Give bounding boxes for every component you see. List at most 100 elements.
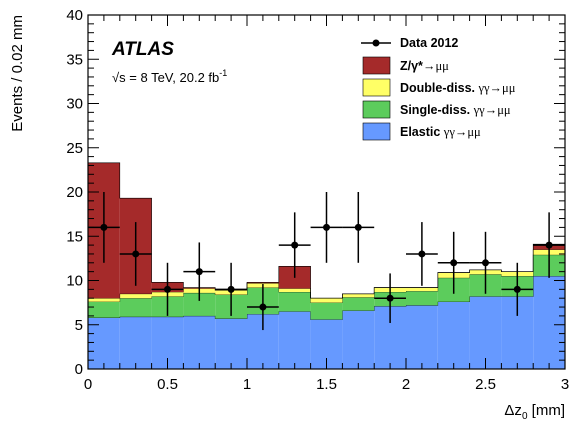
bar-elastic-3: [183, 315, 216, 369]
bar-elastic-14: [533, 276, 565, 369]
legend-elastic-label: Elastic γγ→μμ: [400, 125, 481, 139]
data-point: [310, 192, 343, 263]
data-marker: [545, 241, 553, 249]
legend-double-diss-label: Double-diss. γγ→μμ: [400, 81, 516, 95]
bar-elastic-6: [278, 311, 311, 369]
data-point: [88, 192, 120, 263]
y-axis-title: Events / 0.02 mm: [9, 15, 26, 132]
x-tick-label: 0: [84, 376, 92, 393]
data-point: [342, 192, 375, 263]
bar-elastic-1: [119, 316, 152, 369]
axis-ticks: [87, 14, 566, 370]
legend-item-single-diss: Single-diss. γγ→μμ: [362, 100, 511, 119]
legend-single-diss-label: Single-diss. γγ→μμ: [400, 103, 511, 117]
legend: Data 2012 Z/γ*→μμ Double-diss. γγ→μμ Sin…: [361, 36, 516, 141]
bar-single-diss-6: [278, 292, 311, 312]
data-marker: [482, 259, 489, 267]
legend-data-marker: [372, 39, 380, 47]
data-point: [374, 273, 406, 323]
y-tick-label: 30: [66, 96, 83, 113]
legend-item-zgamma: Z/γ*→μμ: [362, 56, 449, 75]
x-tick-label: 2: [402, 376, 410, 393]
data-point: [119, 222, 152, 286]
data-marker: [386, 294, 394, 302]
legend-item-double-diss: Double-diss. γγ→μμ: [362, 78, 516, 97]
data-point: [501, 262, 534, 316]
data-points: [88, 192, 565, 331]
legend-item-data: Data 2012: [361, 36, 458, 50]
x-axis-title-subscript: 0: [522, 411, 528, 420]
data-marker: [195, 268, 203, 276]
data-marker: [323, 223, 330, 231]
legend-zgamma-label: Z/γ*→μμ: [400, 59, 449, 73]
data-marker: [418, 250, 426, 258]
x-tick-label: 0.5: [157, 376, 178, 393]
data-point: [247, 284, 279, 331]
data-marker: [227, 285, 235, 293]
bar-elastic-4: [215, 318, 247, 369]
legend-zgamma-swatch: [362, 56, 391, 75]
y-tick-label: 5: [75, 317, 83, 334]
data-point: [437, 231, 470, 294]
legend-double-diss-swatch: [362, 78, 391, 97]
y-tick-label: 10: [66, 273, 83, 290]
x-tick-label: 1.5: [316, 376, 337, 393]
bar-single-diss-3: [183, 292, 216, 316]
data-marker: [132, 250, 140, 258]
data-point: [215, 262, 247, 316]
data-marker: [100, 223, 108, 231]
data-marker: [164, 285, 171, 293]
y-tick-label: 15: [66, 228, 83, 245]
data-point: [533, 212, 565, 278]
bar-elastic-12: [469, 296, 502, 369]
bar-single-diss-10: [406, 291, 438, 306]
data-point: [151, 262, 184, 316]
bar-double-diss-10: [406, 287, 438, 292]
bar-single-diss-1: [119, 298, 152, 317]
bar-elastic-10: [406, 305, 438, 369]
y-tick-label: 0: [75, 361, 83, 378]
luminosity-label: = 8 TeV, 20.2 fb: [126, 70, 220, 85]
data-point: [406, 222, 438, 286]
bar-elastic-8: [342, 310, 375, 369]
data-marker: [259, 303, 267, 311]
legend-single-diss-swatch: [362, 100, 391, 119]
bar-double-diss-7: [310, 298, 343, 303]
bar-double-diss-0: [88, 298, 120, 302]
y-tick-label: 25: [66, 140, 83, 157]
x-tick-label: 1: [243, 376, 251, 393]
data-marker: [513, 285, 521, 293]
bar-single-diss-7: [310, 302, 343, 320]
energy-luminosity-label: √s = 8 TeV, 20.2 fb-1: [112, 68, 227, 85]
x-tick-label: 2.5: [475, 376, 496, 393]
data-marker: [450, 259, 458, 267]
experiment-label: ATLAS: [111, 39, 174, 60]
x-axis-title: Δz0 [mm]: [504, 402, 565, 420]
energy-label: √s: [112, 70, 126, 85]
bar-double-diss-1: [119, 293, 152, 299]
data-point: [469, 231, 502, 294]
legend-data-label: Data 2012: [400, 36, 458, 50]
bar-z-5: [247, 282, 279, 284]
x-axis-title-unit: [mm]: [528, 402, 566, 419]
data-point: [278, 212, 311, 278]
bar-elastic-0: [88, 317, 120, 369]
bar-double-diss-8: [342, 293, 375, 298]
luminosity-exponent: -1: [219, 68, 227, 78]
y-tick-label: 40: [66, 7, 83, 24]
bar-single-diss-8: [342, 297, 375, 311]
data-point: [183, 242, 216, 301]
x-axis-title-main: Δz: [504, 402, 522, 419]
bar-double-diss-6: [278, 288, 311, 293]
outline-z: [88, 162, 565, 299]
legend-elastic-swatch: [362, 122, 391, 141]
data-marker: [354, 223, 362, 231]
x-tick-label: 3: [561, 376, 569, 393]
y-tick-label: 35: [66, 51, 83, 68]
bar-single-diss-0: [88, 301, 120, 318]
bar-elastic-11: [437, 301, 470, 369]
legend-item-elastic: Elastic γγ→μμ: [362, 122, 481, 141]
y-tick-label: 20: [66, 184, 83, 201]
